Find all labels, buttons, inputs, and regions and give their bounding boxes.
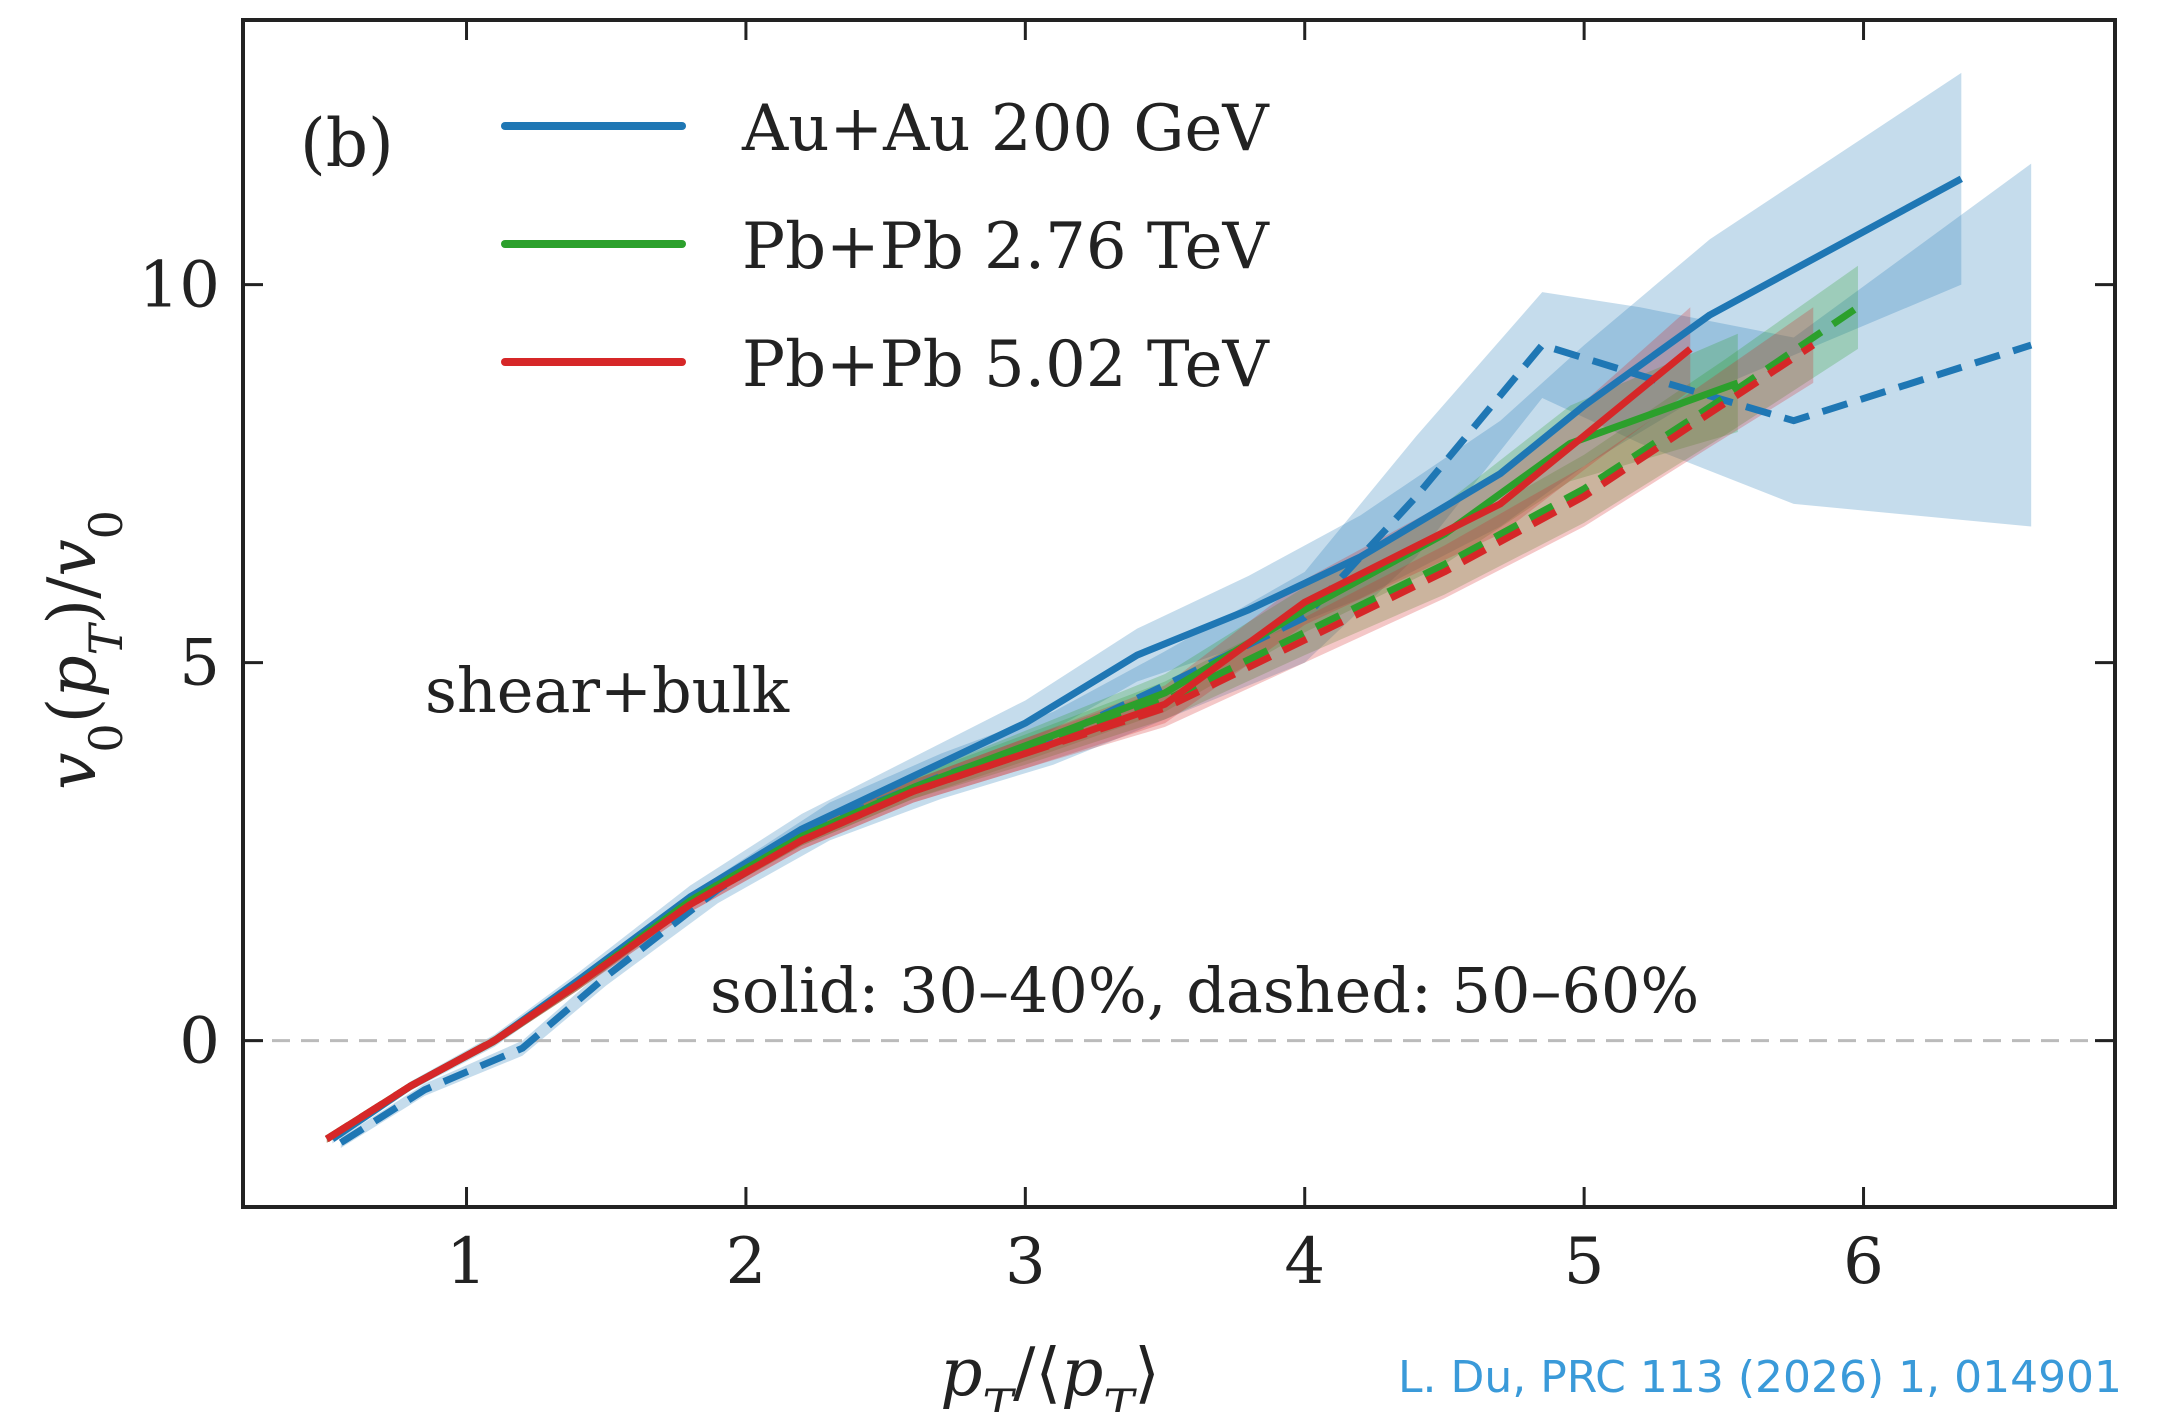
- x-tick-label: 4: [1284, 1225, 1325, 1299]
- line-au-au-200-gev-dashed: [338, 341, 2033, 1146]
- x-tick-label: 5: [1564, 1225, 1605, 1299]
- citation-text: L. Du, PRC 113 (2026) 1, 014901: [1398, 1352, 2123, 1403]
- x-tick-label: 1: [446, 1225, 487, 1299]
- line-pb-pb-5-02-tev-dashed: [324, 342, 1816, 1142]
- legend-label-au-au-200: Au+Au 200 GeV: [741, 92, 1270, 166]
- tick-labels: 1 2 3 4 5 6 0 5 10: [139, 249, 1884, 1299]
- legend-label-pb-pb-276: Pb+Pb 2.76 TeV: [742, 210, 1270, 284]
- line-style-annotation: solid: 30–40%, dashed: 50–60%: [710, 954, 1699, 1027]
- legend: Au+Au 200 GeV Pb+Pb 2.76 TeV Pb+Pb 5.02 …: [501, 92, 1270, 402]
- band-pb-pb-5-02-tev-dashed: [326, 307, 1814, 1143]
- panel-label: (b): [300, 105, 394, 182]
- y-tick-label: 10: [139, 249, 220, 323]
- band-pb-pb-2-76-tev-solid: [326, 333, 1738, 1143]
- legend-label-pb-pb-502: Pb+Pb 5.02 TeV: [742, 328, 1270, 402]
- x-axis-title: pT/⟨pT⟩: [940, 1334, 1160, 1412]
- model-annotation: shear+bulk: [425, 654, 789, 727]
- y-axis-title: v0(pT)/v0: [34, 510, 133, 790]
- x-tick-label: 3: [1005, 1225, 1046, 1299]
- axis-ticks: [243, 20, 2115, 1207]
- plot-frame: [241, 18, 2117, 1209]
- series-lines: [324, 175, 2033, 1146]
- x-tick-label: 6: [1843, 1225, 1884, 1299]
- band-au-au-200-gev-dashed: [340, 163, 2032, 1149]
- x-tick-label: 2: [726, 1225, 767, 1299]
- y-tick-label: 0: [179, 1005, 220, 1079]
- y-tick-label: 5: [179, 627, 220, 701]
